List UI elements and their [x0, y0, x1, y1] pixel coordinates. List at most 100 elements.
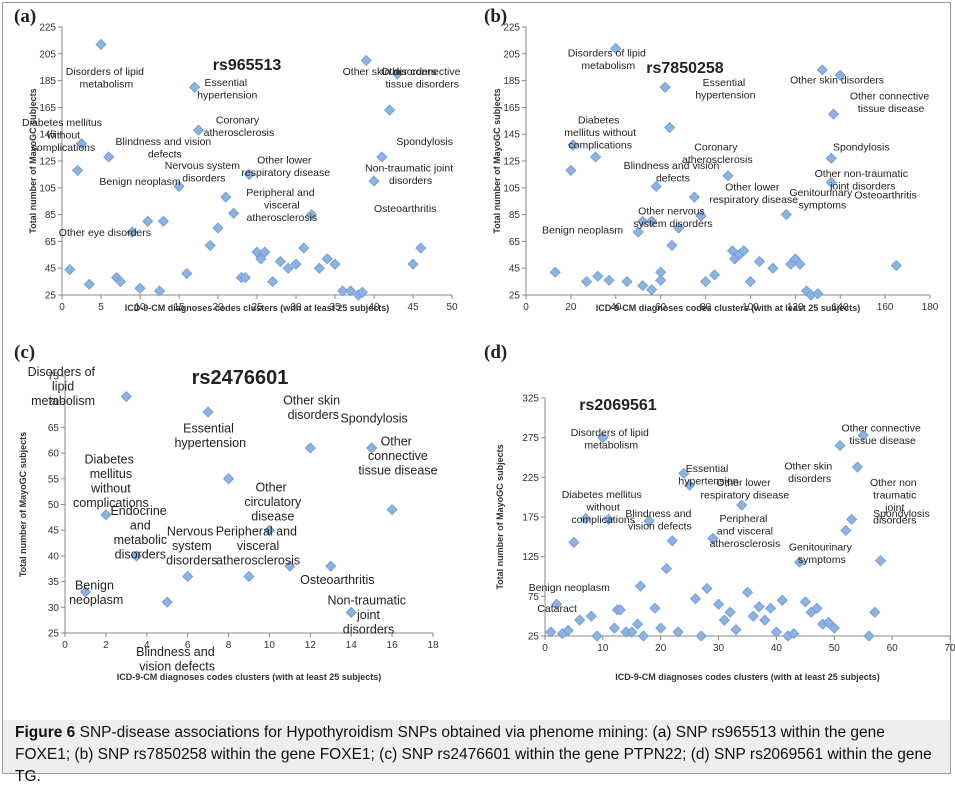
data-point [834, 440, 846, 452]
data-point [384, 104, 396, 116]
data-point [545, 626, 557, 638]
data-point [565, 164, 577, 176]
data-point [75, 138, 88, 150]
data-point [321, 253, 333, 265]
data-point [239, 272, 251, 284]
data-point [794, 258, 806, 270]
x-tick-label: 80 [700, 302, 712, 313]
annotation: Diabetes mellitus without complications [561, 114, 636, 151]
data-point [626, 626, 638, 638]
y-tick-label: 75 [528, 592, 540, 603]
annotation: Benign neoplasm [99, 176, 180, 188]
annotation: Peripheral and visceral atherosclerosis [213, 524, 301, 567]
data-point [646, 284, 658, 296]
data-point [259, 246, 271, 258]
y-tick-label: 205 [39, 49, 56, 60]
data-point [591, 630, 603, 642]
data-point [79, 586, 92, 598]
data-point [827, 108, 840, 120]
x-tick-label: 0 [59, 302, 65, 313]
annotation: Non-traumatic joint disorders [328, 594, 407, 637]
data-point [816, 64, 828, 76]
x-tick-label: 8 [226, 640, 232, 651]
data-point [581, 276, 593, 288]
data-point [767, 262, 779, 274]
x-tick-label: 16 [387, 640, 399, 651]
data-point [840, 524, 852, 537]
annotation: Essential hypertension [171, 422, 246, 451]
annotation: Other connective tissue disorders [381, 66, 461, 91]
annotation: Peripheral and visceral atherosclerosis [707, 513, 781, 550]
data-point [366, 442, 378, 454]
x-axis-label: ICD-9-CM diagnoses codes clusters (with … [125, 303, 390, 313]
y-tick-label: 45 [45, 264, 57, 275]
data-point [345, 606, 357, 619]
y-tick-label: 125 [39, 157, 56, 168]
y-tick-label: 75 [48, 372, 60, 383]
data-point [695, 210, 707, 222]
data-point [579, 513, 592, 525]
annotation: Cataract [537, 603, 577, 615]
annotation: Nervous system disorders [163, 524, 218, 567]
y-tick-label: 45 [509, 264, 521, 275]
y-axis-label: Total number of MayoGC subjects [28, 88, 38, 233]
data-point [699, 276, 712, 288]
annotation: Peripheral and visceral atherosclerosis [244, 187, 318, 224]
x-tick-label: 0 [523, 302, 529, 313]
data-point [825, 176, 837, 189]
annotation: Other connective tissue disease [841, 422, 921, 447]
data-point [637, 630, 649, 642]
data-point [282, 262, 294, 274]
y-tick-label: 165 [39, 103, 56, 114]
data-point [822, 616, 835, 629]
annotation: Diabetes mellitus without complications [22, 117, 102, 154]
data-point [857, 429, 869, 441]
y-tick-label: 325 [522, 394, 539, 405]
data-point [161, 596, 173, 608]
x-tick-label: 40 [771, 643, 783, 654]
x-tick-label: 50 [829, 643, 841, 654]
data-point [567, 139, 579, 151]
y-tick-label: 125 [522, 552, 539, 563]
panel-label: (d) [484, 342, 507, 363]
annotation: Nervous system disorders [165, 160, 241, 185]
y-tick-label: 50 [48, 500, 60, 511]
data-point [255, 253, 267, 265]
x-tick-label: 30 [713, 643, 725, 654]
annotation: Spondylosis [396, 136, 453, 148]
data-point [614, 604, 626, 616]
y-tick-label: 25 [48, 629, 60, 640]
x-tick-label: 20 [212, 302, 224, 313]
annotation: Osteoarthritis [374, 203, 436, 215]
y-tick-label: 105 [503, 183, 520, 194]
data-point [142, 215, 154, 227]
data-point [701, 582, 713, 594]
data-point [759, 614, 771, 626]
y-tick-label: 30 [48, 603, 60, 614]
data-point [655, 622, 667, 634]
data-point [744, 276, 757, 288]
y-tick-label: 105 [39, 183, 56, 194]
data-point [736, 499, 748, 511]
x-tick-label: 40 [368, 302, 380, 313]
x-tick-label: 10 [597, 643, 609, 654]
data-point [863, 630, 875, 642]
data-point [574, 614, 586, 626]
data-point [202, 406, 214, 418]
data-point [407, 258, 419, 270]
data-point [632, 226, 644, 238]
data-point [153, 285, 166, 297]
x-tick-label: 120 [787, 302, 804, 313]
annotation: Benign neoplasm [529, 582, 610, 594]
data-point [811, 602, 823, 614]
x-tick-label: 2 [103, 640, 109, 651]
chart-title: rs2476601 [192, 367, 289, 389]
annotation: Coronary atherosclerosis [201, 114, 275, 139]
annotation: Spondylosis [340, 411, 407, 425]
data-point [251, 246, 263, 258]
data-point [284, 560, 296, 572]
y-axis-label: Total number of MayoGC subjects [495, 444, 505, 589]
x-tick-label: 20 [655, 643, 667, 654]
data-point [664, 121, 676, 134]
annotation: Disorders of lipid metabolism [28, 365, 96, 408]
